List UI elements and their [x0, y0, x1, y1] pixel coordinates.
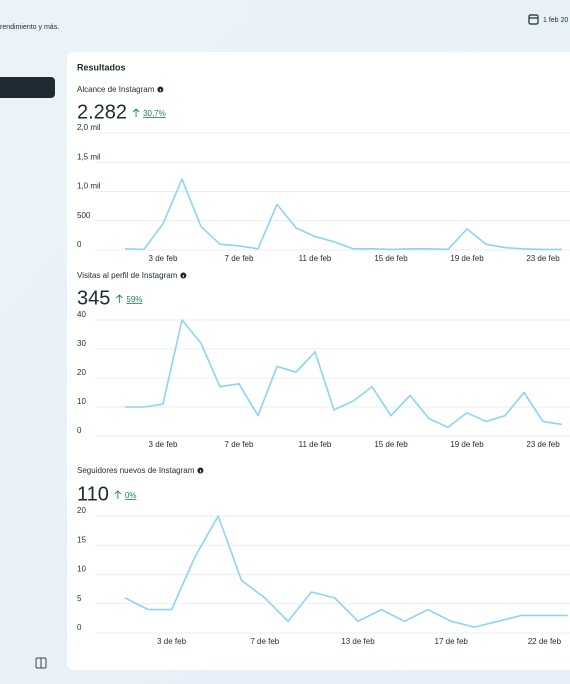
data-line [125, 319, 563, 429]
y-tick-label: 0 [77, 240, 82, 249]
y-tick-label: 1,0 mil [77, 182, 101, 191]
x-tick-label: 13 de feb [341, 637, 375, 646]
y-tick-label: 15 [77, 535, 86, 544]
total-value: 2.282 [77, 101, 127, 123]
x-tick-label: 3 de feb [149, 440, 178, 449]
y-tick-label: 0 [77, 426, 82, 435]
chart-title: Seguidores nuevos de Instagram [77, 466, 195, 475]
x-tick-label: 7 de feb [225, 440, 254, 449]
y-tick-label: 20 [77, 506, 86, 515]
x-tick-label: 11 de feb [299, 440, 332, 449]
total-value: 110 [77, 483, 109, 505]
y-tick-label: 1,5 mil [77, 152, 101, 161]
x-tick-label: 3 de feb [149, 254, 178, 263]
chart-title: Alcance de Instagram [77, 85, 155, 94]
y-tick-label: 30 [77, 339, 86, 348]
change-percent: 59% [126, 295, 142, 304]
change-percent: 30,7% [143, 109, 166, 118]
date-range: 1 feb 20 [543, 17, 568, 24]
x-tick-label: 23 de feb [526, 440, 560, 449]
up-arrow [116, 294, 123, 303]
y-tick-label: 20 [77, 368, 86, 377]
data-line [124, 515, 568, 628]
date-picker[interactable]: 1 feb 20 [528, 14, 568, 25]
y-tick-label: 0 [77, 623, 82, 632]
y-tick-label: 10 [77, 565, 86, 574]
x-tick-label: 17 de feb [435, 637, 469, 646]
calendar-icon [528, 14, 539, 25]
y-tick-label: 5 [77, 594, 82, 603]
x-tick-label: 11 de feb [299, 254, 332, 263]
x-tick-label: 22 de feb [528, 637, 562, 646]
x-tick-label: 19 de feb [450, 254, 484, 263]
x-tick-label: 19 de feb [450, 440, 484, 449]
y-tick-label: 40 [77, 310, 86, 319]
card-title: Resultados [77, 62, 126, 72]
up-arrow [132, 108, 140, 117]
x-tick-label: 7 de feb [250, 637, 279, 646]
x-tick-label: 7 de feb [225, 254, 254, 263]
x-tick-label: 15 de feb [374, 440, 408, 449]
sidebar-button[interactable] [0, 77, 55, 98]
x-tick-label: 15 de feb [374, 254, 408, 263]
change-percent: 0% [125, 491, 137, 500]
data-line [124, 178, 562, 251]
total-value: 345 [77, 287, 110, 309]
up-arrow [114, 490, 122, 499]
x-tick-label: 23 de feb [526, 254, 560, 263]
page-subtitle: rendimiento y más. [0, 24, 59, 31]
y-tick-label: 500 [77, 211, 91, 220]
x-tick-label: 3 de feb [157, 637, 186, 646]
y-tick-label: 2,0 mil [77, 123, 101, 132]
chart-title: Visitas al perfil de Instagram [77, 271, 178, 280]
y-tick-label: 10 [77, 397, 86, 406]
collapse-sidebar-icon[interactable] [35, 657, 47, 669]
